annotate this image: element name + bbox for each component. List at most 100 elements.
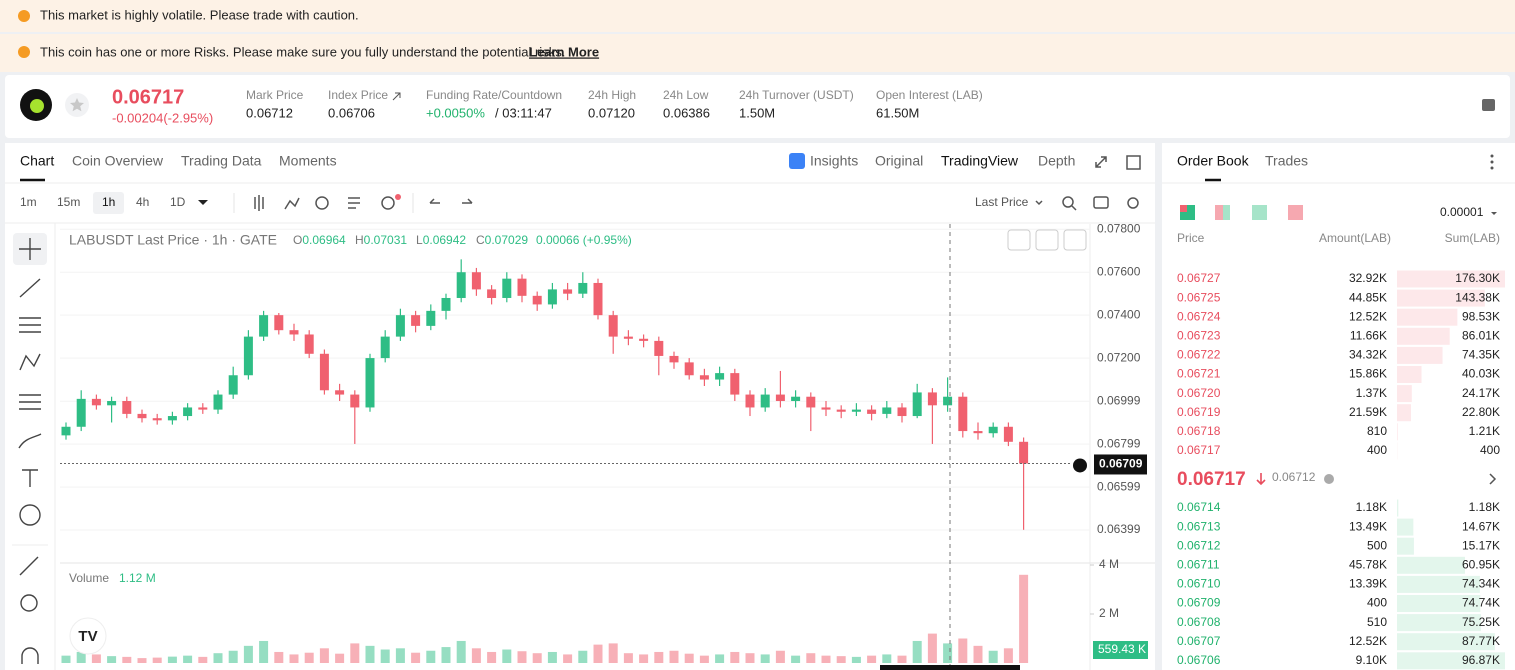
view-option[interactable]: TradingView: [941, 153, 1019, 169]
caret[interactable]: [1491, 212, 1497, 215]
tab[interactable]: Chart: [20, 153, 54, 169]
interval[interactable]: 15m: [57, 195, 80, 209]
candle-body: [760, 394, 770, 408]
precision[interactable]: 0.00001: [1440, 205, 1484, 219]
book-tab[interactable]: Order Book: [1177, 153, 1250, 169]
book-price[interactable]: 0.06712: [1177, 538, 1221, 552]
book-amount: 13.49K: [1349, 519, 1387, 533]
volume-bar: [593, 644, 603, 663]
ohlc-value: 0.07031: [364, 233, 408, 247]
volume-bar: [973, 645, 983, 663]
volume-bar: [137, 658, 147, 663]
book-price[interactable]: 0.06722: [1177, 348, 1221, 362]
candle-body: [958, 396, 968, 432]
y-tick-label: 0.06999: [1097, 393, 1141, 407]
star-icon: [69, 98, 84, 112]
ohlc-key: O: [293, 233, 302, 247]
price-type[interactable]: Last Price: [975, 195, 1029, 209]
book-price[interactable]: 0.06725: [1177, 290, 1221, 304]
book-price[interactable]: 0.06708: [1177, 615, 1221, 629]
book-price[interactable]: 0.06724: [1177, 309, 1221, 323]
tab[interactable]: Trading Data: [181, 153, 262, 169]
candle-body: [623, 336, 633, 339]
volume-bar: [502, 649, 512, 663]
book-price[interactable]: 0.06707: [1177, 634, 1221, 648]
expand-icon[interactable]: [1095, 156, 1107, 168]
book-layout-icons[interactable]: [1180, 205, 1303, 220]
book-price[interactable]: 0.06713: [1177, 519, 1221, 533]
tab[interactable]: Coin Overview: [72, 153, 164, 169]
candle-body: [487, 289, 497, 298]
book-sum: 74.74K: [1462, 596, 1500, 610]
book-price[interactable]: 0.06711: [1177, 557, 1220, 571]
view-option[interactable]: Depth: [1038, 153, 1075, 169]
notes-icon[interactable]: [1482, 99, 1495, 111]
interval[interactable]: 1h: [102, 195, 115, 209]
mid-price: 0.06717: [1177, 469, 1246, 490]
more-icon[interactable]: [1490, 154, 1494, 170]
interval[interactable]: 1m: [20, 195, 37, 209]
stat-label: 24h Turnover (USDT): [739, 88, 854, 102]
depth-bar: [1397, 499, 1399, 517]
column-header: Amount(LAB): [1319, 231, 1391, 245]
book-price[interactable]: 0.06723: [1177, 328, 1221, 342]
candle-body: [441, 297, 451, 311]
volume-bar: [532, 653, 542, 663]
window-icon[interactable]: [1126, 155, 1141, 170]
volume-bar: [745, 653, 755, 663]
candle-body: [350, 394, 360, 408]
depth-bar: [1397, 518, 1414, 536]
tab[interactable]: Moments: [279, 153, 337, 169]
drawing-tools[interactable]: [18, 238, 42, 664]
book-price[interactable]: 0.06727: [1177, 271, 1221, 285]
view-option[interactable]: Insights: [810, 153, 858, 169]
book-price[interactable]: 0.06717: [1177, 443, 1221, 457]
chart-buttons[interactable]: [1007, 229, 1087, 251]
candle-body: [563, 289, 573, 294]
volume-bar: [806, 653, 816, 663]
volume-bar: [760, 654, 770, 663]
y-tick-label: 0.06599: [1097, 479, 1141, 493]
ohlc-key: L: [416, 233, 423, 247]
book-price[interactable]: 0.06719: [1177, 405, 1221, 419]
y-tick-label: 0.06799: [1097, 436, 1141, 450]
volume-bar: [365, 645, 375, 663]
add-alert-button[interactable]: [1073, 458, 1087, 473]
book-price[interactable]: 0.06709: [1177, 596, 1221, 610]
book-price[interactable]: 0.06714: [1177, 500, 1221, 514]
candle-body: [867, 409, 877, 414]
volume-bar: [730, 651, 740, 663]
header-bar: [5, 75, 1510, 138]
y-tick-label: 0.07200: [1097, 350, 1141, 364]
candle-body: [76, 398, 86, 427]
book-amount: 13.39K: [1349, 577, 1387, 591]
volume-bar: [715, 654, 725, 663]
book-sum: 40.03K: [1462, 367, 1500, 381]
down-arrow: [1256, 473, 1266, 486]
candle-body: [213, 394, 223, 410]
interval[interactable]: 4h: [136, 195, 149, 209]
candle-body: [608, 315, 618, 337]
book-tab[interactable]: Trades: [1265, 153, 1308, 169]
volume-bar: [654, 651, 664, 663]
book-sum: 74.35K: [1462, 348, 1500, 362]
candle-body: [547, 289, 557, 305]
depth-bar: [1397, 575, 1480, 593]
book-price[interactable]: 0.06720: [1177, 386, 1221, 400]
book-price[interactable]: 0.06721: [1177, 367, 1221, 381]
candle-body: [274, 315, 284, 331]
book-price[interactable]: 0.06710: [1177, 577, 1221, 591]
stat-value: 1.50M: [739, 105, 775, 120]
volume-bar: [699, 655, 709, 663]
interval[interactable]: 1D: [170, 195, 186, 209]
learn-more-link[interactable]: Learn More: [529, 44, 599, 59]
book-price[interactable]: 0.06718: [1177, 424, 1221, 438]
volume-bar: [319, 648, 329, 663]
volume-bar: [821, 655, 831, 663]
book-price[interactable]: 0.06706: [1177, 653, 1221, 667]
volume-bar: [335, 653, 345, 663]
view-option[interactable]: Original: [875, 153, 923, 169]
book-sum: 14.67K: [1462, 519, 1500, 533]
caret[interactable]: [198, 200, 208, 205]
chevron[interactable]: [1489, 473, 1497, 485]
